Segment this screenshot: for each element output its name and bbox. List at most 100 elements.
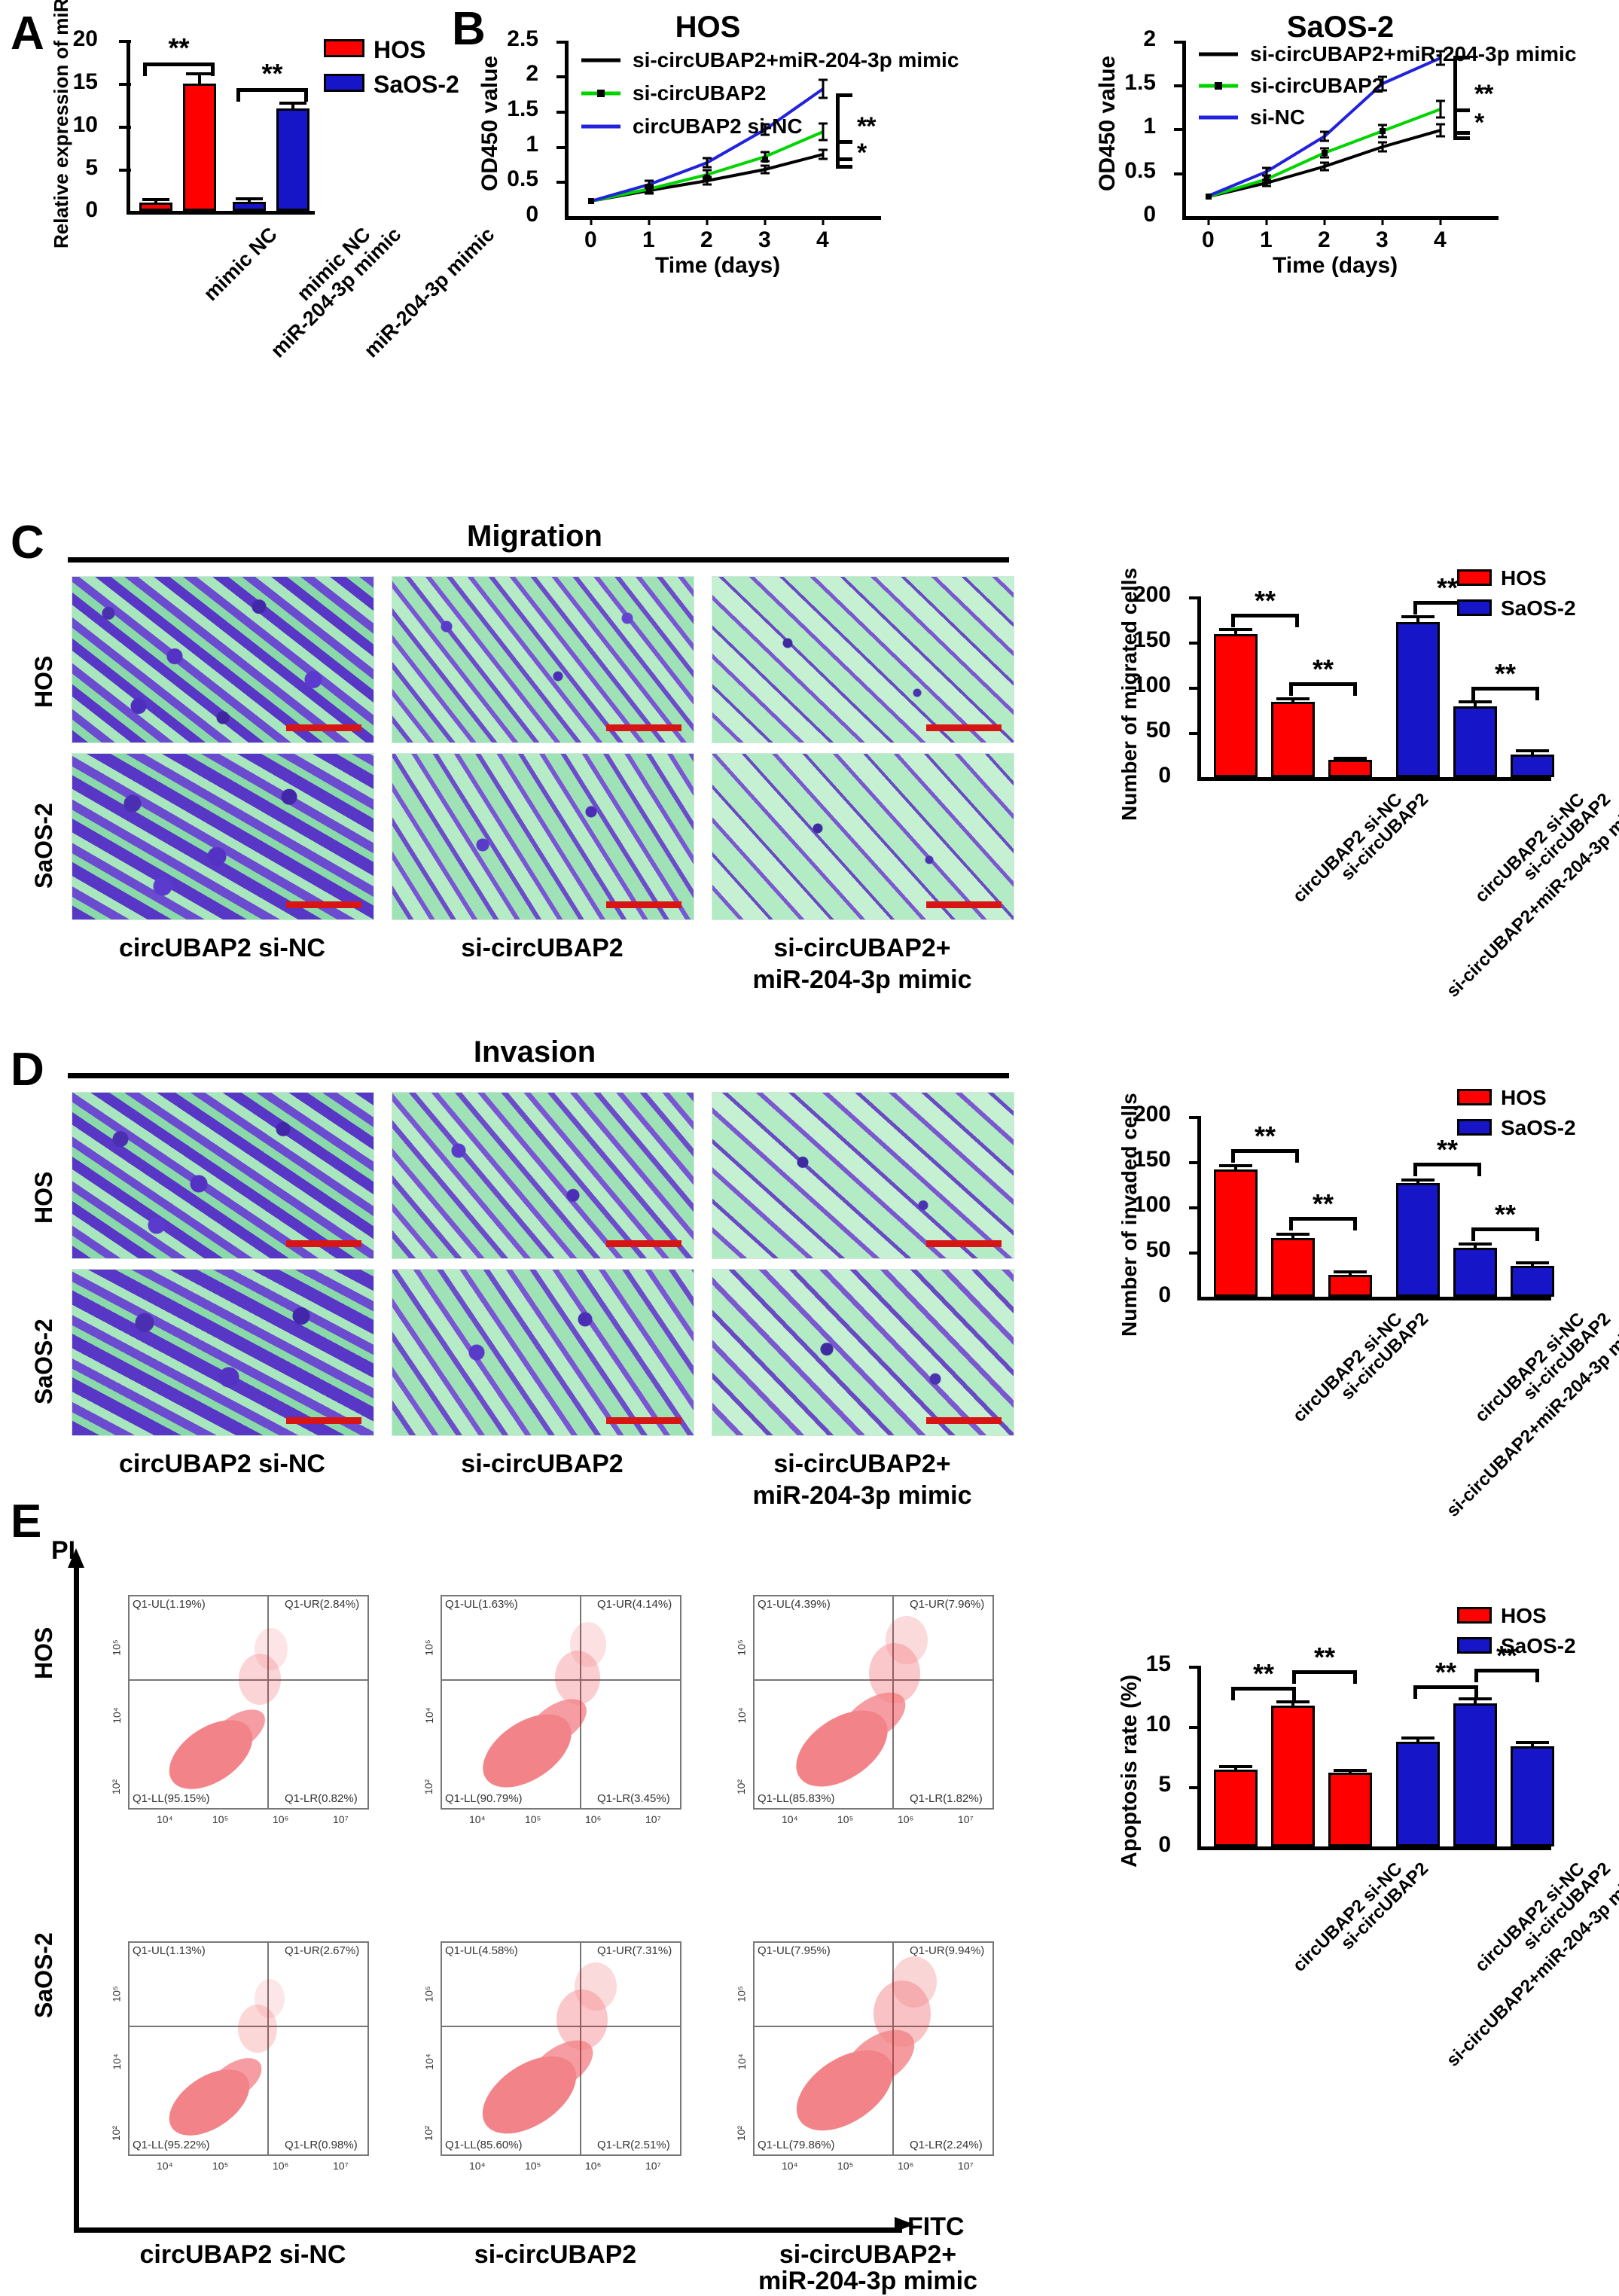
errorbar-e-hos-0 [1234,1765,1237,1771]
panel-c-title: Migration [467,520,602,553]
panel-a-x-axis [127,211,315,215]
panel-b-hos-sig-2-star: * [857,139,867,167]
flow-ytick-lo: 10² [422,2125,435,2142]
bar-d-hos-0 [1214,1169,1258,1297]
flow-xtick-0: 10⁴ [469,1813,486,1825]
panel-c-cat-3: circUBAP2 si-NC [1471,789,1589,907]
flow-plot-saos-sinc: Q1-UL(1.13%) Q1-UR(2.67%) Q1-LL(95.22%) … [98,1935,388,2184]
errorbar-e-saos-1 [1474,1697,1477,1705]
flow-q-lr: Q1-LR(2.51%) [597,2139,670,2151]
bar-e-saos-1 [1453,1703,1497,1846]
flow-q-ll: Q1-LL(79.86%) [758,2139,835,2151]
panel-e-cat-3: circUBAP2 si-NC [1471,1858,1589,1976]
flow-xtick-1: 10⁵ [837,1813,854,1825]
legend-swatch-hos [1457,1607,1492,1624]
panel-b-saos-sig-2-star: * [1474,108,1484,137]
panel-e-collabel-2b: miR-204-3p mimic [758,2267,977,2295]
micrograph-c-hos-sinc [72,576,374,743]
flow-xtick-2: 10⁶ [585,1813,602,1825]
flow-ytick-hi: 10⁵ [735,1986,748,2002]
bar-e-saos-0 [1396,1742,1440,1846]
flow-plot-hos-sinc: Q1-UL(1.19%) Q1-UR(2.84%) Q1-LL(95.15%) … [98,1589,388,1837]
bar-d-saos-0 [1396,1183,1440,1297]
flow-xtick-1: 10⁵ [212,1813,229,1825]
flow-scatter [169,1628,288,1789]
flow-frame [128,1941,369,2156]
flow-q-ll: Q1-LL(85.60%) [445,2139,523,2151]
scalebar-d-saos-si [606,1417,681,1424]
flow-frame [753,1941,994,2156]
bar-d-saos-2 [1511,1266,1554,1297]
flow-q-ll: Q1-LL(85.83%) [758,1792,835,1805]
panel-b-chart-hos: HOS OD450 value 2.5 2 1.5 1 0.5 0 [477,11,959,278]
scalebar-c-hos-mimic [926,724,1002,731]
flow-xtick-3: 10⁷ [333,1813,349,1825]
errorbar-c-saos-1 [1474,700,1477,708]
flow-q-ul: Q1-UL(1.63%) [445,1598,518,1611]
bar-c-hos-0 [1214,634,1258,777]
flow-ytick-hi: 10⁵ [110,1986,123,2002]
flow-xtick-2: 10⁶ [898,1813,914,1825]
legend-label-hos: HOS [1501,566,1547,590]
legend-line-black-icon [581,58,620,63]
panel-e-x-axis [1197,1846,1551,1850]
errorbar-c-saos-2 [1531,749,1534,756]
scalebar-c-saos-sinc [286,901,361,908]
flow-q-ul: Q1-UL(4.58%) [445,1944,518,1957]
legend-label-saos: SaOS-2 [1501,1634,1576,1657]
scalebar-c-saos-si [606,901,681,908]
legend-label-saos: SaOS-2 [1501,596,1576,620]
bar-e-hos-2 [1328,1773,1372,1846]
flow-xtick-1: 10⁵ [212,2160,229,2172]
panel-b-saos-xtick-3: 3 [1376,227,1389,252]
errorbar-c-hos-1 [1291,697,1294,703]
micrograph-d-hos-mimic [712,1092,1014,1259]
flow-scatter [796,1956,937,2131]
flow-scatter [482,1962,617,2134]
flow-xtick-1: 10⁵ [525,2160,541,2172]
panel-e-axis-horizontal [74,2227,902,2233]
panel-d-letter: D [11,1044,44,1096]
flow-frame [753,1595,994,1810]
errorbar-d-saos-1 [1474,1243,1477,1249]
panel-d-cat-0: circUBAP2 si-NC [1288,1309,1407,1426]
legend-line-blue-icon [1199,115,1238,120]
panel-b-saos-xtick-4: 4 [1434,227,1447,252]
flow-q-ul: Q1-UL(1.13%) [133,1944,206,1957]
flow-q-lr: Q1-LR(0.82%) [285,1792,358,1805]
errorcap-hos-mimic [186,72,213,75]
flow-frame [128,1595,369,1810]
legend-swatch-saos [1457,599,1492,616]
flow-xtick-0: 10⁴ [469,2160,486,2172]
flow-ytick-hi: 10⁵ [110,1639,123,1656]
flow-q-ur: Q1-UR(9.94%) [910,1944,985,1957]
errorbar-saos-mimic-nc [248,197,251,203]
panel-b-saos-xlabel: Time (days) [1273,253,1398,278]
flow-plot-hos-si: Q1-UL(1.63%) Q1-UR(4.14%) Q1-LL(90.79%) … [410,1589,700,1837]
panel-c-row-hos: HOS [30,655,57,708]
panel-b-hos-xtick-1: 1 [642,227,655,252]
errorcap-c-saos-2 [1516,749,1549,752]
panel-d-title: Invasion [473,1035,596,1069]
panel-b-saos-legend-1: si-circUBAP2 [1250,74,1384,97]
panel-d-collabel-2b: miR-204-3p mimic [752,1481,972,1510]
flow-q-lr: Q1-LR(1.82%) [910,1792,983,1805]
panel-d-cat-3: circUBAP2 si-NC [1471,1309,1589,1426]
legend-swatch-saos [324,74,364,92]
flow-xtick-3: 10⁷ [645,2160,661,2172]
flow-xtick-0: 10⁴ [782,2160,798,2172]
micrograph-d-hos-sinc [72,1092,374,1259]
bar-c-hos-2 [1328,760,1372,777]
panel-e-collabel-0: circUBAP2 si-NC [139,2240,346,2269]
scalebar-d-saos-sinc [286,1417,361,1424]
micrograph-d-saos-si [392,1269,694,1436]
panel-b-saos-title: SaOS-2 [1286,11,1395,44]
flow-q-ur: Q1-UR(4.14%) [597,1598,672,1611]
flow-q-ll: Q1-LL(95.15%) [133,1792,210,1805]
bar-e-saos-2 [1511,1746,1554,1846]
flow-ytick-mid: 10⁴ [735,2054,748,2070]
flow-q-ul: Q1-UL(7.95%) [758,1944,831,1957]
errorbar-d-saos-2 [1531,1261,1534,1267]
errorcap-c-hos-2 [1334,757,1367,760]
panel-b-hos-xlabel: Time (days) [655,253,781,278]
